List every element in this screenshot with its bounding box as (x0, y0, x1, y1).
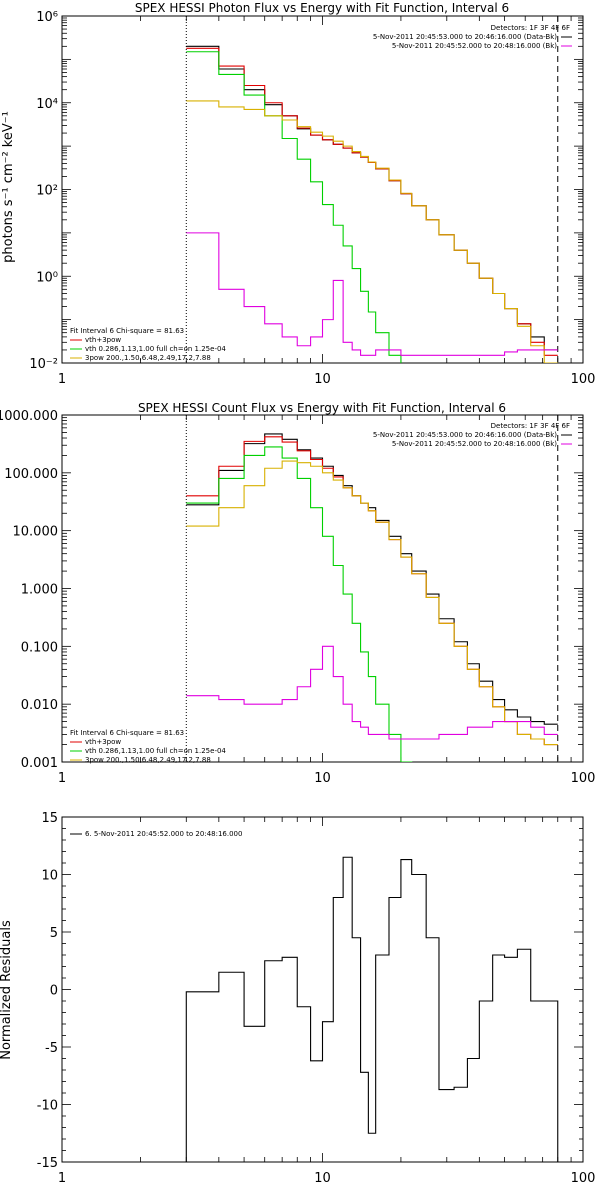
count-flux-series-vth-3pow (186, 436, 558, 746)
residuals-y-tick-label: 10 (41, 869, 58, 884)
residuals-x-tick-label: 10 (314, 1171, 331, 1186)
residuals-y-tick-label: -5 (45, 1041, 58, 1056)
count-flux-series-bk (186, 645, 558, 740)
photon-flux-header-bk: 5-Nov-2011 20:45:52.000 to 20:48:16.000 … (392, 42, 557, 50)
photon-flux-header-data: 5-Nov-2011 20:45:53.000 to 20:46:16.000 … (373, 33, 557, 41)
photon-flux-legend-vth: vth 0.286,1.13,1.00 full ch=on 1.25e-04 (85, 345, 226, 353)
residuals-panel: Normalized Residuals 6. 5-Nov-2011 20:45… (0, 811, 595, 1186)
photon-flux-panel: SPEX HESSI Photon Flux vs Energy with Fi… (1, 1, 595, 387)
count-flux-y-tick-label: 10.000 (13, 525, 59, 540)
photon-flux-x-tick-label: 1 (58, 372, 66, 387)
count-flux-y-tick-label: 0.010 (21, 698, 58, 713)
count-flux-title: SPEX HESSI Count Flux vs Energy with Fit… (138, 401, 506, 415)
count-flux-series-3pow (186, 460, 558, 746)
residuals-y-label: Normalized Residuals (0, 920, 14, 1060)
residuals-series-residual (185, 856, 559, 1162)
residuals-y-tick-label: 5 (50, 926, 58, 941)
photon-flux-header-detectors: Detectors: 1F 3F 4F 6F (491, 24, 570, 32)
photon-flux-x-tick-label: 10 (314, 372, 331, 387)
count-flux-legend-3pow: 3pow 200.,1.50,6.48,2.49,17.2,7.88 (85, 756, 211, 764)
count-flux-header-data: 5-Nov-2011 20:45:53.000 to 20:46:16.000 … (373, 431, 557, 439)
count-flux-legend-total: vth+3pow (85, 738, 121, 746)
photon-flux-legend-total: vth+3pow (85, 336, 121, 344)
count-flux-y-tick-label: 0.100 (21, 640, 58, 655)
residuals-legend-interval: 6. 5-Nov-2011 20:45:52.000 to 20:48:16.0… (85, 830, 242, 838)
count-flux-header-detectors: Detectors: 1F 3F 4F 6F (491, 422, 570, 430)
photon-flux-y-tick-label: 10² (36, 184, 58, 199)
residuals-plot-frame (61, 816, 584, 1163)
count-flux-y-tick-label: 100.000 (4, 467, 58, 482)
count-flux-y-tick-label: 1000.000 (0, 409, 58, 424)
photon-flux-y-tick-label: 10⁶ (36, 10, 58, 25)
count-flux-legend-vth: vth 0.286,1.13,1.00 full ch=on 1.25e-04 (85, 747, 226, 755)
photon-flux-title: SPEX HESSI Photon Flux vs Energy with Fi… (135, 1, 509, 15)
count-flux-x-tick-label: 1 (58, 771, 66, 786)
photon-flux-y-tick-label: 10⁰ (36, 270, 58, 285)
photon-flux-series-vth (186, 51, 402, 363)
count-flux-legend-chisq: Fit Interval 6 Chi-square = 81.63 (70, 729, 184, 737)
count-flux-header-bk: 5-Nov-2011 20:45:52.000 to 20:48:16.000 … (392, 440, 557, 448)
photon-flux-legend-chisq: Fit Interval 6 Chi-square = 81.63 (70, 327, 184, 335)
count-flux-series-vth (186, 446, 413, 762)
residuals-y-tick-label: -10 (37, 1099, 58, 1114)
residuals-y-tick-label: 15 (41, 811, 58, 826)
residuals-y-tick-label: 0 (50, 984, 58, 999)
photon-flux-series-bk (186, 232, 558, 356)
count-flux-x-tick-label: 100 (571, 771, 596, 786)
residuals-x-tick-label: 1 (58, 1171, 66, 1186)
count-flux-y-tick-label: 0.001 (21, 756, 58, 771)
photon-flux-y-tick-label: 10⁻² (29, 357, 58, 372)
count-flux-series-data-bk (186, 433, 558, 725)
count-flux-y-tick-label: 1.000 (21, 583, 58, 598)
count-flux-panel: SPEX HESSI Count Flux vs Energy with Fit… (0, 401, 595, 786)
residuals-y-tick-label: -15 (37, 1156, 58, 1171)
count-flux-x-tick-label: 10 (314, 771, 331, 786)
photon-flux-series-data-bk (186, 45, 558, 351)
residuals-x-tick-label: 100 (571, 1171, 596, 1186)
photon-flux-legend-3pow: 3pow 200.,1.50,6.48,2.49,17.2,7.88 (85, 354, 211, 362)
photon-flux-y-tick-label: 10⁴ (36, 97, 58, 112)
photon-flux-series-3pow (186, 100, 558, 363)
photon-flux-y-label: photons s⁻¹ cm⁻² keV⁻¹ (1, 111, 16, 263)
photon-flux-x-tick-label: 100 (571, 372, 596, 387)
photon-flux-series-vth-3pow (186, 47, 558, 356)
